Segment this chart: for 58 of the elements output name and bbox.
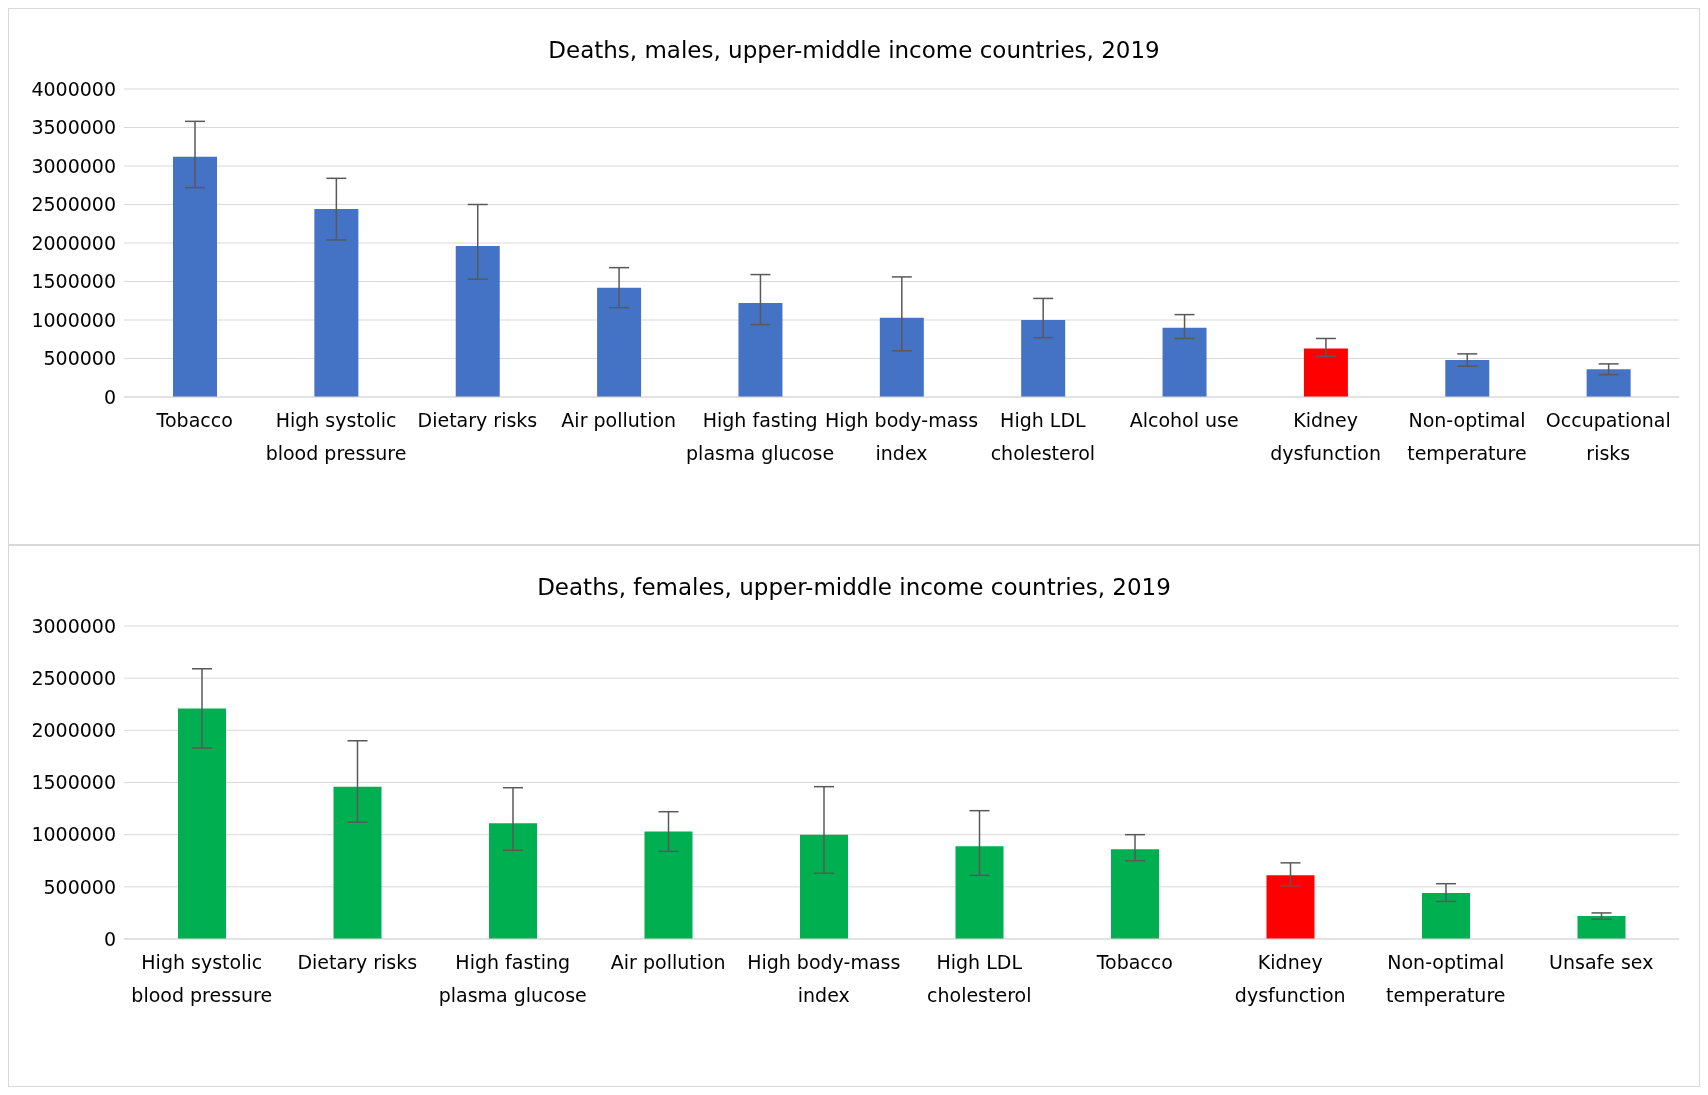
y-tick-label: 1500000 — [31, 270, 116, 293]
bar — [1422, 893, 1470, 939]
bar — [489, 823, 537, 939]
x-tick-label: Kidney dysfunction — [1234, 951, 1346, 1006]
x-tick-label: Air pollution — [610, 951, 726, 973]
x-tick-label: High systolic blood pressure — [131, 951, 273, 1006]
y-tick-label: 3000000 — [31, 154, 116, 177]
bar — [1586, 369, 1631, 397]
bar — [800, 834, 848, 939]
y-tick-label: 2500000 — [31, 193, 116, 216]
x-tick-label: Occupational risks — [1545, 409, 1671, 464]
y-tick-label: 1000000 — [31, 308, 116, 331]
y-tick-label: 3500000 — [31, 116, 116, 139]
x-tick-label: Non-optimal temperature — [1386, 951, 1506, 1006]
x-tick-label: High LDL cholesterol — [990, 409, 1096, 464]
x-tick-label: Kidney dysfunction — [1270, 409, 1382, 464]
bar — [955, 846, 1004, 939]
x-tick-label: Non-optimal temperature — [1407, 409, 1527, 464]
bar — [1445, 360, 1490, 397]
y-tick-label: 0 — [103, 385, 116, 408]
bar — [644, 831, 693, 939]
x-tick-label: High fasting plasma glucose — [438, 951, 587, 1006]
x-tick-label: Unsafe sex — [1549, 951, 1654, 973]
x-tick-label: High body-mass index — [747, 951, 901, 1006]
bar — [333, 786, 382, 939]
x-tick-label: Tobacco — [155, 409, 233, 431]
y-tick-label: 2000000 — [31, 719, 116, 742]
chart-title: Deaths, males, upper-middle income countries, 2019 — [547, 37, 1161, 65]
bar — [1111, 849, 1159, 939]
x-tick-label: Tobacco — [1095, 951, 1173, 973]
y-tick-label: 4000000 — [31, 77, 116, 100]
bar — [314, 209, 359, 397]
y-tick-label: 2000000 — [31, 231, 116, 254]
x-tick-label: Air pollution — [561, 409, 677, 431]
bar — [738, 303, 783, 397]
bar — [455, 246, 500, 397]
bar — [879, 317, 924, 397]
bar — [1162, 327, 1207, 397]
x-tick-label: Dietary risks — [417, 409, 538, 431]
bar — [1021, 320, 1066, 397]
y-tick-label: 2500000 — [31, 666, 116, 689]
bar — [1577, 916, 1626, 939]
bar — [173, 156, 217, 397]
bar — [1303, 348, 1348, 397]
x-tick-label: High LDL cholesterol — [927, 951, 1032, 1006]
y-tick-label: 1500000 — [31, 771, 116, 794]
x-tick-label: Alcohol use — [1129, 409, 1239, 431]
y-tick-label: 1000000 — [31, 823, 116, 846]
y-tick-label: 3000000 — [31, 614, 116, 637]
y-tick-label: 0 — [103, 927, 116, 950]
bar — [178, 708, 226, 939]
bar — [1266, 875, 1315, 939]
y-tick-label: 500000 — [43, 875, 116, 898]
y-tick-label: 500000 — [43, 347, 116, 370]
chart-title: Deaths, females, upper-middle income countries, 2019 — [536, 574, 1172, 602]
x-tick-label: Dietary risks — [297, 951, 418, 973]
x-tick-label: High systolic blood pressure — [265, 409, 407, 464]
bar — [597, 287, 642, 397]
